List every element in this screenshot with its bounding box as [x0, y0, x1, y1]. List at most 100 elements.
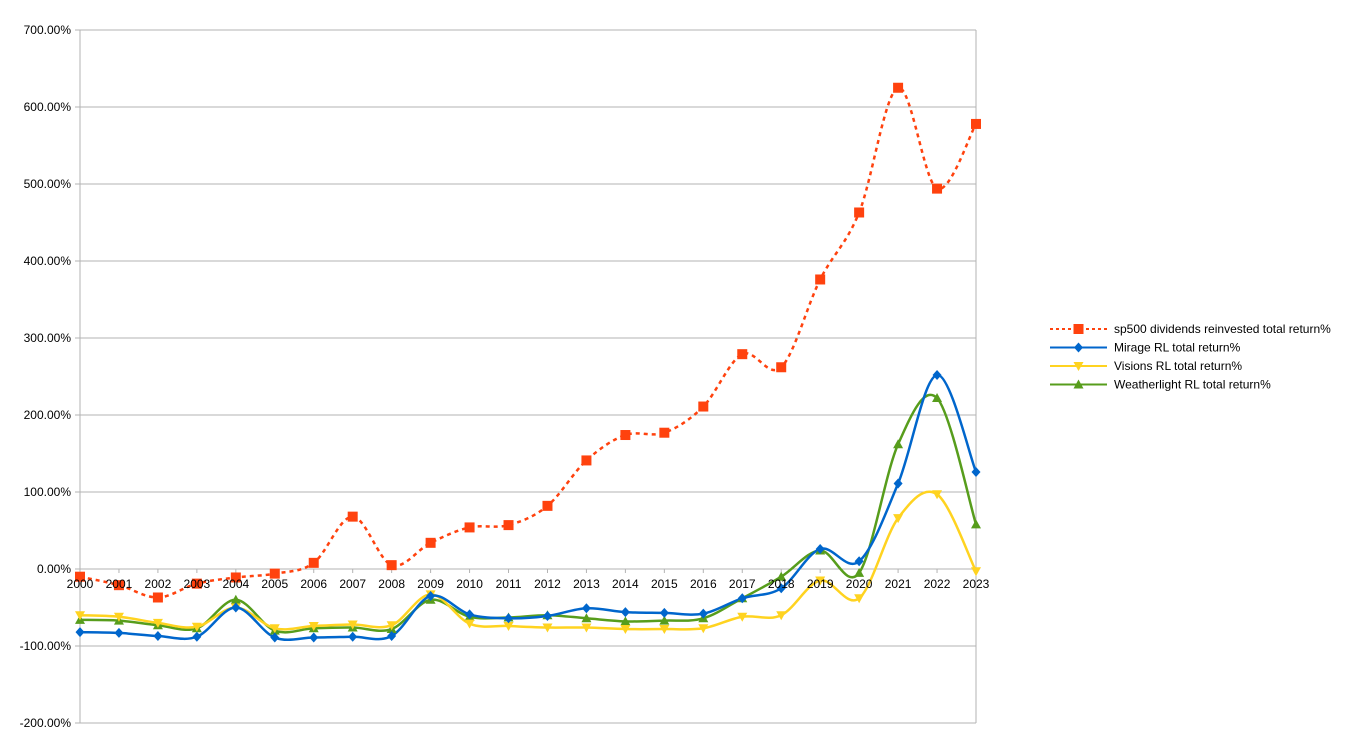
data-point — [737, 349, 748, 360]
data-point — [542, 500, 553, 511]
data-point — [620, 616, 631, 626]
data-point — [114, 627, 124, 638]
legend-marker — [1073, 324, 1084, 334]
x-tick-label: 2014 — [612, 577, 639, 591]
data-point — [270, 632, 280, 643]
data-point — [153, 630, 163, 641]
y-tick-label: 500.00% — [24, 177, 72, 191]
legend-marker — [1074, 342, 1083, 353]
x-tick-label: 2018 — [768, 577, 795, 591]
data-point — [815, 576, 826, 586]
data-point — [152, 618, 163, 628]
data-point — [932, 369, 942, 380]
data-point — [698, 624, 709, 634]
y-tick-label: 100.00% — [24, 485, 72, 499]
x-tick-label: 2002 — [145, 577, 172, 591]
data-point — [581, 455, 592, 466]
data-point — [659, 427, 670, 438]
data-point — [542, 623, 553, 633]
data-point — [75, 627, 85, 638]
x-tick-label: 2022 — [924, 577, 951, 591]
data-point — [893, 478, 903, 489]
data-point — [776, 571, 787, 581]
data-point — [854, 567, 865, 577]
data-point — [191, 622, 202, 632]
data-point — [776, 611, 787, 621]
data-point — [152, 592, 163, 603]
axes — [75, 29, 977, 724]
data-point — [737, 593, 747, 604]
data-point — [659, 625, 670, 635]
data-point — [192, 631, 202, 642]
data-point — [698, 608, 708, 619]
legend-label: Mirage RL total return% — [1114, 341, 1241, 355]
y-tick-label: 0.00% — [37, 562, 71, 576]
legend: sp500 dividends reinvested total return%… — [1050, 322, 1331, 392]
data-point — [504, 613, 514, 624]
x-tick-label: 2010 — [456, 577, 483, 591]
data-point — [659, 607, 669, 618]
data-point — [971, 118, 981, 129]
data-point — [269, 624, 280, 634]
y-tick-label: -100.00% — [20, 639, 72, 653]
data-point — [75, 571, 85, 582]
data-point — [230, 594, 241, 604]
data-point — [113, 580, 124, 591]
data-point — [776, 583, 786, 594]
x-tick-label: 2005 — [261, 577, 288, 591]
data-point — [269, 568, 280, 579]
x-tick-label: 2023 — [963, 577, 990, 591]
data-point — [620, 607, 630, 618]
x-tick-label: 2021 — [885, 577, 912, 591]
data-point — [503, 520, 514, 531]
data-point — [464, 619, 475, 629]
data-point — [386, 621, 397, 631]
data-point — [309, 632, 319, 643]
data-point — [581, 623, 592, 633]
x-tick-label: 2007 — [339, 577, 366, 591]
data-point — [737, 612, 748, 622]
series-line-2 — [79, 490, 978, 631]
data-point — [659, 615, 670, 625]
data-point — [893, 514, 904, 524]
series-lines — [79, 86, 978, 642]
legend-marker — [1073, 362, 1084, 371]
x-tick-label: 2015 — [651, 577, 678, 591]
legend-label: Weatherlight RL total return% — [1114, 378, 1271, 392]
x-tick-label: 2016 — [690, 577, 717, 591]
x-tick-label: 2020 — [846, 577, 873, 591]
series-line-3 — [79, 393, 978, 634]
series-markers — [75, 82, 981, 643]
data-point — [113, 612, 124, 622]
legend-label: Visions RL total return% — [1114, 359, 1242, 373]
y-tick-label: -200.00% — [20, 716, 72, 730]
y-tick-label: 600.00% — [24, 100, 72, 114]
data-point — [893, 439, 904, 449]
data-point — [308, 621, 319, 631]
data-point — [348, 631, 358, 642]
data-point — [230, 572, 241, 583]
data-point — [854, 594, 865, 604]
data-point — [971, 466, 981, 477]
y-tick-label: 400.00% — [24, 254, 72, 268]
data-point — [581, 613, 592, 623]
data-point — [620, 625, 631, 635]
x-tick-label: 2006 — [300, 577, 327, 591]
x-tick-label: 2000 — [67, 577, 94, 591]
data-point — [347, 511, 358, 522]
data-point — [932, 490, 943, 500]
data-point — [776, 362, 787, 373]
data-point — [581, 603, 591, 614]
data-point — [620, 430, 631, 441]
data-point — [854, 207, 865, 218]
x-tick-label: 2013 — [573, 577, 600, 591]
data-point — [465, 609, 475, 620]
x-tick-label: 2001 — [106, 577, 133, 591]
series-line-0 — [79, 86, 978, 599]
data-point — [231, 602, 241, 613]
x-tick-label: 2003 — [184, 577, 211, 591]
x-tick-label: 2012 — [534, 577, 561, 591]
data-point — [932, 393, 943, 403]
